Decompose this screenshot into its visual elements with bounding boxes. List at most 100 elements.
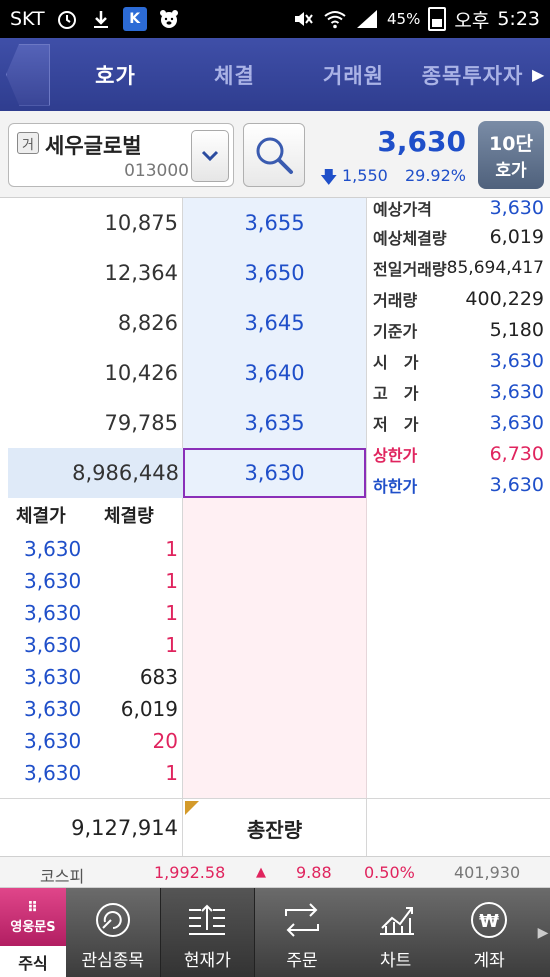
ten-level-hoga-button[interactable]: 10단 호가 [478, 121, 544, 189]
ask-price[interactable]: 3,645 [244, 311, 305, 335]
info-label-open: 시 가 [373, 352, 419, 372]
tick-volume: 1 [165, 761, 178, 785]
ask-quantity[interactable]: 10,875 [104, 211, 178, 235]
back-arrow-icon [6, 43, 50, 106]
app-logo-button[interactable]: ⠿ 영웅문S 주식 [0, 888, 66, 977]
info-label-base-price: 기준가 [373, 321, 418, 341]
time-label: 5:23 [497, 8, 540, 30]
nav-current-price-label: 현재가 [183, 951, 231, 971]
info-value-expected-price: 3,630 [489, 196, 544, 219]
ask-quantity[interactable]: 8,826 [117, 311, 178, 335]
stock-code: 013000 [124, 161, 189, 181]
total-label[interactable]: 총잔량 [183, 799, 367, 857]
index-value: 1,992.58 [154, 863, 226, 882]
ask-price[interactable]: 3,640 [244, 361, 305, 385]
trade-ticks: 체결가 체결량 3,630 1 3,630 1 3,630 1 3,630 1 3,63… [0, 498, 550, 798]
tick-volume: 20 [152, 729, 178, 753]
nav-watchlist[interactable]: 관심종목 [66, 888, 160, 977]
stock-selector[interactable]: 거 세우글로벌 013000 [8, 123, 234, 187]
corner-marker-icon [185, 801, 199, 815]
ask-price[interactable]: 3,655 [244, 211, 305, 235]
nav-chart[interactable]: 차트 [349, 888, 443, 977]
tab-trades[interactable]: 체결 [214, 63, 255, 88]
tick-row: 3,630 20 [0, 725, 182, 757]
search-icon [256, 137, 293, 174]
tick-price: 3,630 [24, 761, 82, 785]
tick-price: 3,630 [24, 729, 82, 753]
price-change: 1,550 [342, 166, 388, 185]
nav-order-label: 주문 [286, 951, 318, 971]
bear-icon [157, 7, 181, 31]
tab-brokers[interactable]: 거래원 [323, 63, 384, 88]
index-volume: 401,930 [454, 863, 521, 882]
tab-hoga[interactable]: 호가 [95, 63, 136, 88]
info-label-expected-price: 예상가격 [373, 199, 432, 219]
logo-label: 주식 [0, 946, 66, 977]
download-icon [89, 7, 113, 31]
logo-dots-icon: ⠿ [27, 899, 39, 916]
level-button-line1: 10단 [489, 133, 533, 155]
tick-row: 3,630 1 [0, 757, 182, 789]
info-label-high: 고 가 [373, 383, 419, 403]
wifi-icon [323, 7, 347, 31]
ask-price[interactable]: 3,650 [244, 261, 305, 285]
nav-account[interactable]: ₩ 계좌 [442, 888, 536, 977]
info-label-upper-limit: 상한가 [373, 445, 418, 465]
info-label-volume: 거래량 [373, 290, 418, 310]
tick-price: 3,630 [24, 665, 82, 689]
mute-icon [291, 7, 315, 31]
nav-account-label: 계좌 [473, 951, 505, 971]
index-ticker[interactable]: 코스피 1,992.58 ▲ 9.88 0.50% 401,930 [0, 856, 550, 888]
app-logo: ⠿ 영웅문S [0, 888, 66, 946]
carrier-label: SKT [10, 8, 45, 30]
tick-list[interactable]: 체결가 체결량 3,630 1 3,630 1 3,630 1 3,630 1 3,63… [0, 498, 183, 798]
account-icon: ₩ [467, 900, 511, 940]
tick-header-volume: 체결량 [104, 506, 154, 527]
order-book: 10,875 12,364 8,826 10,426 79,785 8,986,… [0, 196, 550, 498]
ask-quantity[interactable]: 12,364 [104, 261, 178, 285]
info-label-low: 저 가 [373, 414, 419, 434]
info-value-lower-limit: 3,630 [489, 473, 544, 496]
info-value-volume: 400,229 [465, 287, 544, 310]
back-button[interactable] [0, 38, 56, 111]
order-icon [280, 900, 324, 940]
total-ask-quantity: 9,127,914 [0, 799, 183, 857]
info-value-upper-limit: 6,730 [489, 442, 544, 465]
info-value-low: 3,630 [489, 411, 544, 434]
tick-price: 3,630 [24, 633, 82, 657]
bid-price-column [183, 498, 367, 798]
index-change: 9.88 [296, 863, 332, 882]
nav-order[interactable]: 주문 [255, 888, 349, 977]
ask-price[interactable]: 3,635 [244, 411, 305, 435]
index-change-percent: 0.50% [364, 863, 415, 882]
battery-percent: 45% [387, 10, 421, 28]
info-value-base-price: 5,180 [489, 318, 544, 341]
ask-quantity[interactable]: 10,426 [104, 361, 178, 385]
nav-current-price[interactable]: 현재가 [159, 888, 256, 977]
level-button-line2: 호가 [495, 161, 527, 181]
current-price: 3,630 [377, 125, 466, 158]
time-ampm: 오후 [454, 9, 490, 32]
tab-more-arrow-icon[interactable]: ▶ [532, 65, 545, 84]
ask-quantity[interactable]: 79,785 [104, 411, 178, 435]
logo-brand: 영웅문S [10, 919, 56, 935]
bid-quantity-column [367, 498, 550, 798]
tick-volume: 6,019 [120, 697, 178, 721]
nav-chart-label: 차트 [379, 951, 412, 971]
tick-row: 3,630 1 [0, 565, 182, 597]
tick-volume: 1 [165, 633, 178, 657]
stock-dropdown-button[interactable] [191, 130, 229, 182]
tab-investors[interactable]: 종목투자자 [421, 63, 524, 88]
bottom-nav: ⠿ 영웅문S 주식 관심종목 현재가 주문 차트 ₩ 계좌 ▶ [0, 888, 550, 977]
info-value-high: 3,630 [489, 380, 544, 403]
ask-quantity-current[interactable]: 8,986,448 [8, 448, 183, 498]
nav-more-arrow-icon[interactable]: ▶ [537, 924, 549, 941]
search-button[interactable] [243, 123, 305, 187]
tick-header-price: 체결가 [16, 506, 66, 527]
info-value-prev-volume: 85,694,417 [446, 257, 544, 278]
ask-price-current[interactable]: 3,630 [183, 448, 366, 498]
info-label-prev-volume: 전일거래량 [373, 259, 447, 279]
down-arrow-icon: 🡇 [320, 168, 338, 188]
price-change-percent: 29.92% [404, 166, 466, 185]
watchlist-icon [91, 900, 135, 940]
